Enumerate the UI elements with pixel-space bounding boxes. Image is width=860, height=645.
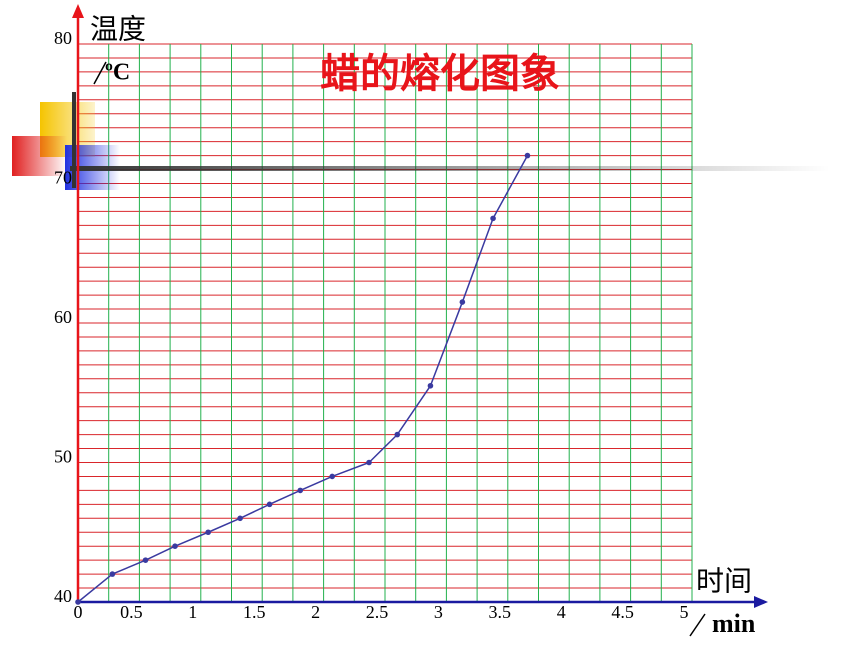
x-tick-label: 3 <box>434 602 443 622</box>
x-tick-label: 0.5 <box>120 602 143 622</box>
data-point <box>75 599 81 605</box>
y-axis-arrow <box>72 4 84 18</box>
y-tick-label: 40 <box>54 586 72 606</box>
data-point <box>172 543 178 549</box>
plot <box>75 152 531 605</box>
data-point <box>297 487 304 494</box>
x-axis-arrow <box>754 596 768 608</box>
x-axis-label: 时间 <box>696 565 752 597</box>
x-tick-label: 4.5 <box>611 602 634 622</box>
data-point <box>237 515 243 522</box>
data-point <box>366 459 372 466</box>
x-tick-label: 1.5 <box>243 602 266 622</box>
x-tick-label: 0 <box>74 602 83 622</box>
x-tick-label: 2.5 <box>366 602 389 622</box>
unit-slash <box>93 61 107 85</box>
y-axis-label: 温度 <box>90 13 146 45</box>
x-tick-label: 5 <box>680 602 689 622</box>
data-point <box>142 557 149 563</box>
x-tick-label: 1 <box>188 602 197 622</box>
data-point <box>394 431 401 438</box>
grid <box>77 43 693 603</box>
decoration <box>12 92 830 190</box>
data-point <box>427 382 434 389</box>
y-tick-label: 60 <box>54 307 72 327</box>
data-point <box>459 299 466 305</box>
y-tick-label: 50 <box>54 447 72 467</box>
data-point <box>524 152 531 159</box>
y-axis-unit: ºC <box>105 60 130 86</box>
x-axis-unit: min <box>712 609 756 638</box>
x-tick-label: 3.5 <box>489 602 512 622</box>
data-point <box>266 501 273 508</box>
y-tick-label: 80 <box>54 28 72 48</box>
data-point <box>109 571 116 577</box>
data-point <box>329 473 335 480</box>
data-point <box>205 529 211 536</box>
x-tick-label: 4 <box>557 602 566 622</box>
y-tick-label: 70 <box>54 168 72 188</box>
chart-title: 蜡的熔化图象 <box>320 51 560 96</box>
unit-slash <box>689 613 706 637</box>
data-point <box>490 215 496 222</box>
x-tick-label: 2 <box>311 602 320 622</box>
